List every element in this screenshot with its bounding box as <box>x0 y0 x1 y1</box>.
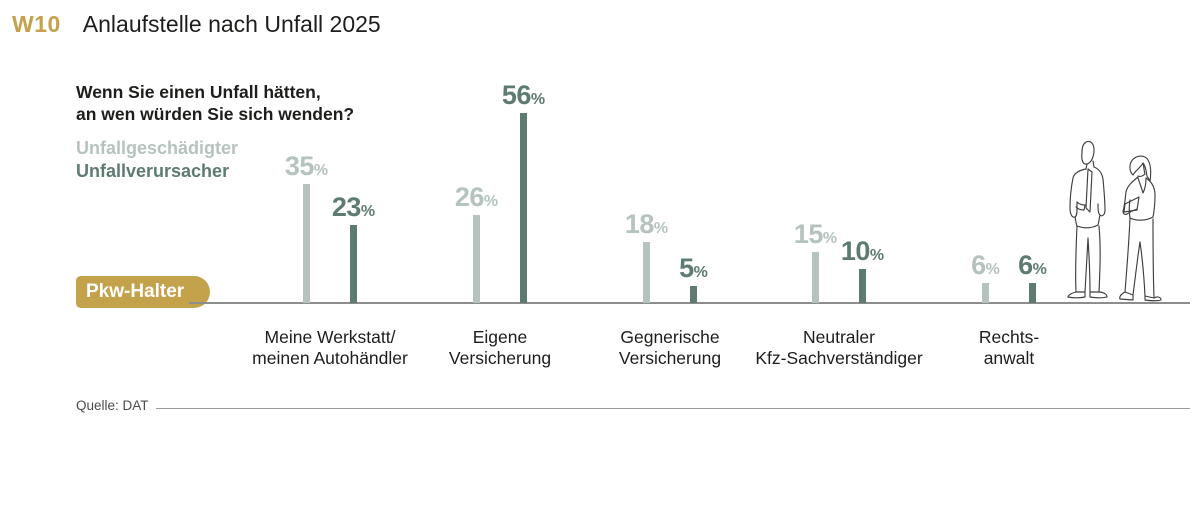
woman-torso-right <box>1128 177 1156 221</box>
bar-dark-1 <box>350 225 357 303</box>
category-label-line: Meine Werkstatt/ <box>264 327 396 347</box>
woman-shoe-left <box>1119 291 1134 301</box>
category-label-line: Gegnerische <box>620 327 720 347</box>
survey-question-line2: an wen würden Sie sich wenden? <box>76 104 355 124</box>
bar-light-4 <box>812 252 819 303</box>
woman-shoe-right <box>1144 295 1162 302</box>
value-label-light-4: 15% <box>794 220 837 248</box>
man-shoe-left <box>1067 291 1086 299</box>
value-number: 18 <box>624 209 655 239</box>
bar-dark-4 <box>859 269 866 303</box>
value-label-light-2: 26% <box>455 183 498 211</box>
survey-question-line1: Wenn Sie einen Unfall hätten, <box>76 82 321 102</box>
source-label: Quelle: DAT <box>76 398 149 413</box>
value-unit: % <box>1032 261 1047 278</box>
page-title: Anlaufstelle nach Unfall 2025 <box>82 11 381 37</box>
value-number: 23 <box>331 192 362 222</box>
value-unit: % <box>693 264 708 281</box>
value-label-dark-1: 23% <box>332 193 375 221</box>
category-label-1: Meine Werkstatt/meinen Autohändler <box>252 327 408 369</box>
woman-torso-left-arm <box>1122 176 1139 215</box>
value-number: 5 <box>679 253 694 283</box>
woman-hair <box>1129 155 1152 182</box>
category-label-2: Eigene Versicherung <box>449 327 551 369</box>
page-header: W10 Anlaufstelle nach Unfall 2025 <box>12 11 381 38</box>
category-label-line: Eigene <box>472 327 528 347</box>
figure-number-tag: W10 <box>12 11 61 37</box>
man-pocket-hand <box>1075 201 1086 211</box>
value-label-dark-2: 56% <box>502 81 545 109</box>
man-pants <box>1075 225 1101 293</box>
value-label-dark-4: 10% <box>841 237 884 265</box>
value-number: 26 <box>454 182 485 212</box>
value-unit: % <box>869 247 885 264</box>
bar-light-5 <box>982 283 989 303</box>
man-shirt-hem <box>1074 214 1101 229</box>
category-label-line: Kfz-Sachverständiger <box>755 348 923 368</box>
woman-figure <box>1119 155 1162 302</box>
bar-dark-3 <box>690 286 697 303</box>
woman-forearm <box>1126 208 1138 215</box>
value-unit: % <box>653 220 669 237</box>
value-label-dark-5: 6% <box>1018 251 1047 279</box>
value-number: 15 <box>793 219 824 249</box>
value-number: 10 <box>840 236 871 266</box>
man-torso-left-arm <box>1069 168 1087 218</box>
bar-dark-5 <box>1029 283 1036 303</box>
value-label-light-1: 35% <box>285 152 328 180</box>
legend-item-unfallverursacher: Unfallverursacher <box>76 161 230 181</box>
bar-light-2 <box>473 215 480 303</box>
value-unit: % <box>822 230 838 247</box>
woman-v-neck <box>1137 177 1147 194</box>
value-unit: % <box>530 91 546 108</box>
value-number: 6 <box>971 250 986 280</box>
category-label-line: Neutraler <box>803 327 875 347</box>
category-label-5: Rechts-anwalt <box>979 327 1039 369</box>
value-unit: % <box>360 203 376 220</box>
value-unit: % <box>985 261 1000 278</box>
man-shoe-right <box>1089 291 1108 299</box>
survey-question: Wenn Sie einen Unfall hätten, an wen wür… <box>76 81 354 125</box>
category-label-line: Rechts- <box>978 327 1040 347</box>
category-label-line: Versicherung <box>618 348 722 368</box>
category-label-line: Versicherung <box>448 348 552 368</box>
man-figure <box>1067 140 1108 299</box>
source-divider-line <box>156 408 1190 409</box>
bar-light-3 <box>643 242 650 303</box>
value-label-light-5: 6% <box>971 251 1000 279</box>
value-number: 6 <box>1018 250 1033 280</box>
chart-baseline <box>189 302 1190 304</box>
value-label-light-3: 18% <box>625 210 668 238</box>
value-unit: % <box>483 193 499 210</box>
bar-dark-2 <box>520 113 527 303</box>
chart-legend: Unfallgeschädigter Unfallverursacher <box>76 137 238 183</box>
legend-item-unfallgeschaedigter: Unfallgeschädigter <box>76 138 239 158</box>
man-torso-right-arm <box>1093 166 1106 217</box>
category-label-line: anwalt <box>983 348 1035 368</box>
axis-badge-pkw-halter: Pkw-Halter <box>76 276 211 308</box>
bar-light-1 <box>303 184 310 303</box>
value-label-dark-3: 5% <box>679 254 708 282</box>
category-label-line: meinen Autohändler <box>252 348 408 368</box>
woman-pants <box>1124 217 1155 299</box>
woman-face <box>1137 162 1146 177</box>
category-label-3: Gegnerische Versicherung <box>619 327 721 369</box>
value-number: 35 <box>284 151 315 181</box>
man-collar <box>1085 160 1095 170</box>
man-tie <box>1085 168 1093 213</box>
value-unit: % <box>313 162 329 179</box>
category-label-4: Neutraler Kfz-Sachverständiger <box>755 327 922 369</box>
man-head <box>1081 140 1095 165</box>
value-number: 56 <box>501 80 532 110</box>
woman-item <box>1123 196 1140 213</box>
